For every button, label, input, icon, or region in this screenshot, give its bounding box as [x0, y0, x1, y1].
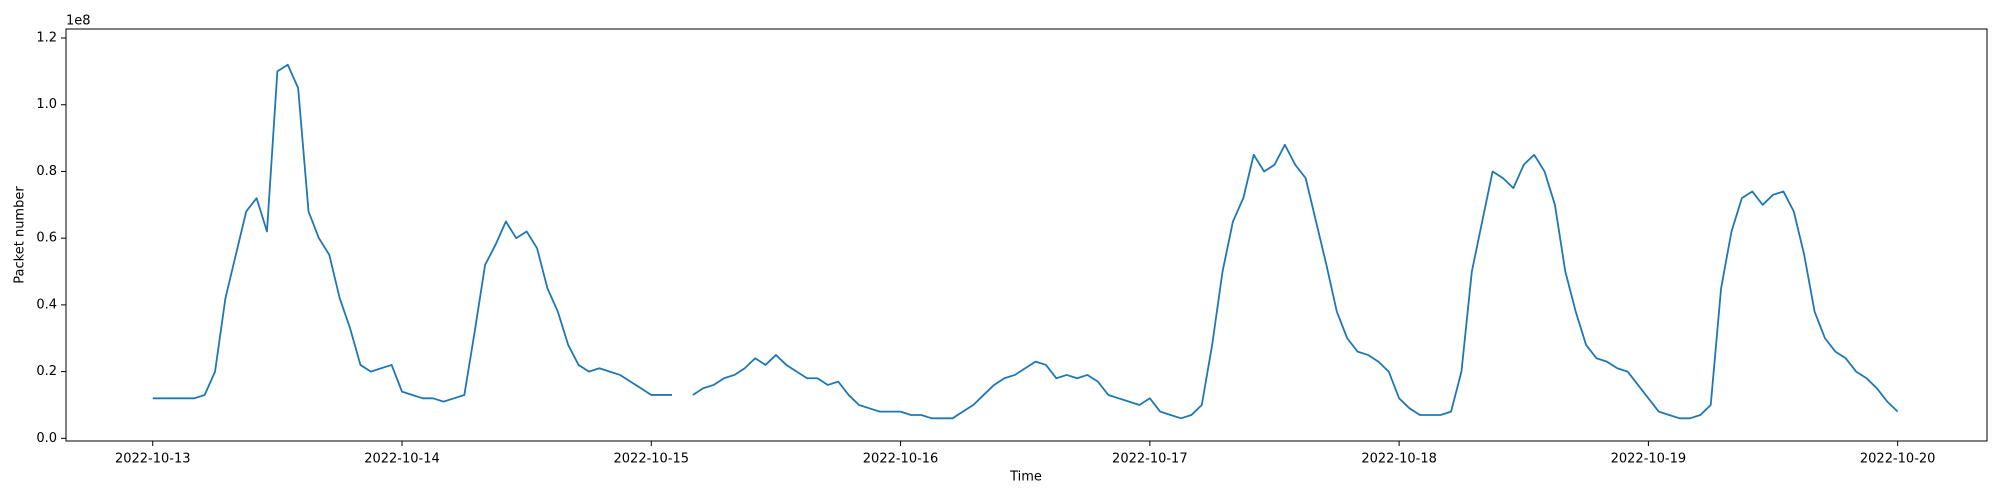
- x-tick-label: 2022-10-14: [364, 452, 440, 467]
- x-axis-label: Time: [1009, 470, 1042, 485]
- y-tick-label: 0.0: [36, 431, 57, 446]
- x-tick-label: 2022-10-19: [1611, 452, 1687, 467]
- x-tick-label: 2022-10-16: [863, 452, 939, 467]
- y-tick-label: 1.2: [36, 31, 57, 46]
- y-axis-label: Packet number: [13, 186, 28, 284]
- x-tick-label: 2022-10-15: [614, 452, 690, 467]
- data-line: [152, 63, 673, 403]
- x-tick-label: 2022-10-20: [1860, 452, 1936, 467]
- y-tick-label: 0.6: [36, 231, 57, 246]
- x-tick-label: 2022-10-18: [1361, 452, 1437, 467]
- y-tick-label: 1.0: [36, 97, 57, 112]
- y-tick-label: 0.8: [36, 164, 57, 179]
- data-line: [692, 143, 1899, 420]
- x-tick-label: 2022-10-13: [115, 452, 191, 467]
- y-tick-label: 0.2: [36, 364, 57, 379]
- y-offset-label: 1e8: [66, 14, 91, 29]
- x-tick-label: 2022-10-17: [1112, 452, 1188, 467]
- y-tick-label: 0.4: [36, 297, 57, 312]
- plot-frame: [65, 28, 1988, 442]
